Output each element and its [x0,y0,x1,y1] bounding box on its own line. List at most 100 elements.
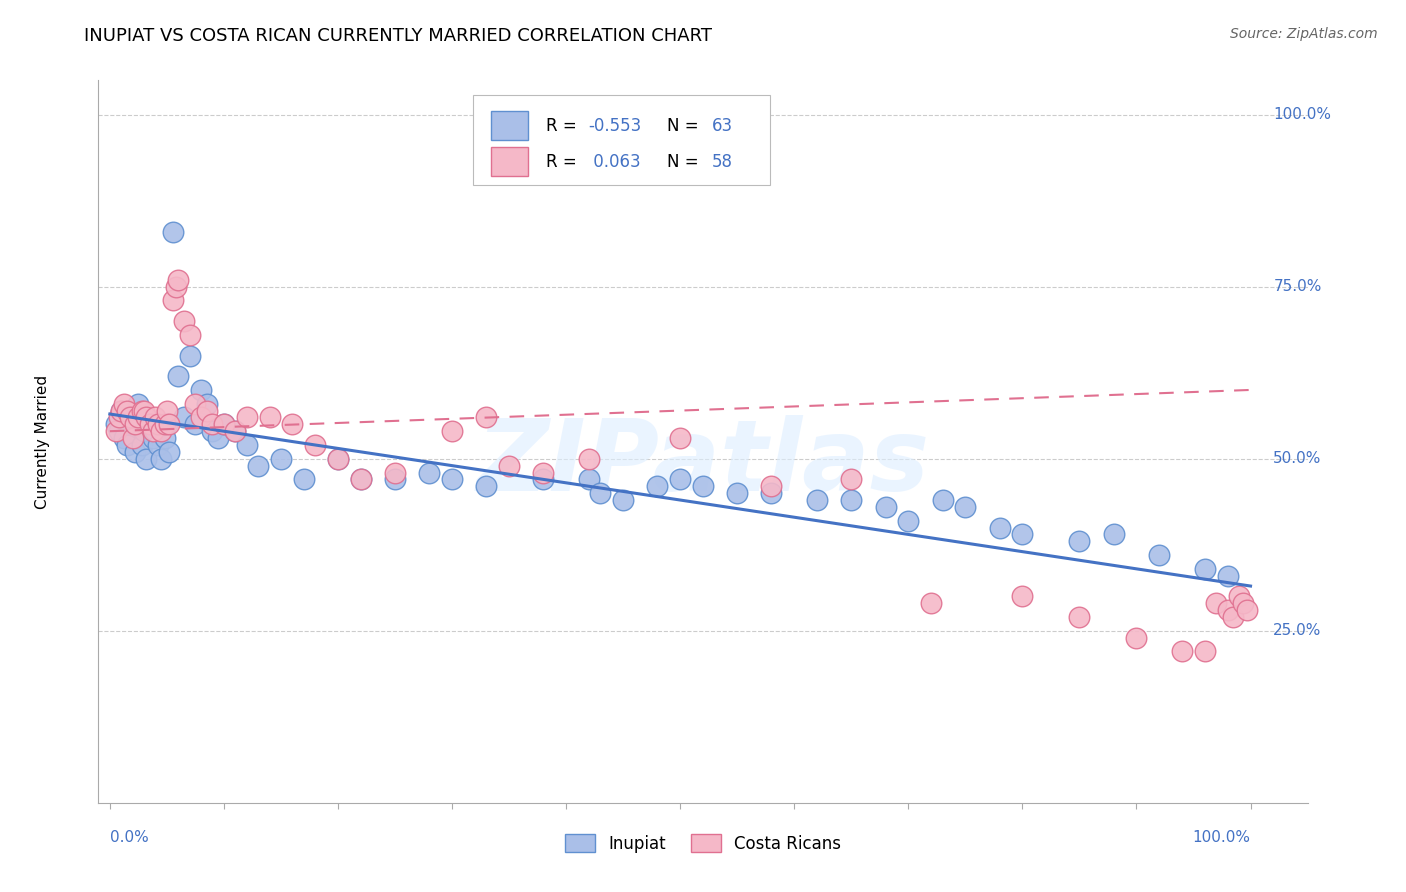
Point [875,500,897,514]
Text: Source: ZipAtlas.com: Source: ZipAtlas.com [1230,27,1378,41]
FancyBboxPatch shape [492,112,527,140]
Point [167,369,190,384]
Point [692,479,714,493]
Point [162,293,184,308]
Point [108,410,131,425]
Point [270,451,292,466]
Point [1216,568,1239,582]
Point [131,403,153,417]
Point [195,403,218,417]
Point [156,403,179,417]
Point [115,438,138,452]
Point [292,472,315,486]
Point [897,514,920,528]
Point [142,424,165,438]
Point [1011,527,1033,541]
Text: -0.553: -0.553 [588,117,641,135]
Point [190,410,212,425]
Point [110,403,132,417]
Point [384,472,406,486]
Point [104,417,127,432]
Point [195,397,218,411]
Point [184,397,207,411]
Point [1102,527,1125,541]
Point [124,417,146,432]
Point [115,403,138,417]
Point [146,417,169,432]
Point [531,472,554,486]
Text: ZIPatlas: ZIPatlas [477,415,929,512]
Point [647,479,669,493]
Point [1194,644,1216,658]
Point [142,431,165,445]
Point [612,493,634,508]
Point [212,417,235,432]
Point [153,417,176,432]
Point [135,451,157,466]
Point [165,279,187,293]
Point [120,410,142,425]
Point [127,410,149,425]
Point [145,424,167,438]
Point [157,417,180,432]
Point [179,327,201,342]
Point [173,314,195,328]
Point [259,410,281,425]
Text: 50.0%: 50.0% [1274,451,1322,467]
Point [127,397,149,411]
Legend: Inupiat, Costa Ricans: Inupiat, Costa Ricans [558,828,848,860]
Text: 75.0%: 75.0% [1274,279,1322,294]
Point [669,431,692,445]
Point [132,424,155,438]
Point [184,417,207,432]
Point [235,438,257,452]
Point [589,486,612,500]
Point [498,458,520,473]
Point [326,451,349,466]
Point [132,403,155,417]
Point [578,451,600,466]
Text: N =: N = [666,153,703,171]
Point [150,451,173,466]
Point [157,445,180,459]
Point [150,424,173,438]
Point [131,438,153,452]
Point [167,273,190,287]
Text: 63: 63 [711,117,733,135]
Text: 100.0%: 100.0% [1192,830,1250,846]
Point [1216,603,1239,617]
Point [1149,548,1171,562]
Point [1069,610,1091,624]
Point [121,431,143,445]
Point [224,424,246,438]
Point [418,466,440,480]
Point [156,417,179,432]
Point [124,445,146,459]
Point [806,493,828,508]
Point [350,472,373,486]
Text: INUPIAT VS COSTA RICAN CURRENTLY MARRIED CORRELATION CHART: INUPIAT VS COSTA RICAN CURRENTLY MARRIED… [84,27,713,45]
Point [475,479,498,493]
Point [988,520,1011,534]
Point [281,417,304,432]
Point [139,417,162,432]
Point [235,410,257,425]
Point [201,424,224,438]
Text: 58: 58 [711,153,733,171]
Point [1011,590,1033,604]
Point [162,225,184,239]
Point [839,493,862,508]
Text: Currently Married: Currently Married [35,375,51,508]
Point [1194,562,1216,576]
Point [135,410,157,425]
Point [179,349,201,363]
Point [761,486,783,500]
Point [304,438,326,452]
Text: 0.0%: 0.0% [110,830,149,846]
Text: 25.0%: 25.0% [1274,624,1322,639]
FancyBboxPatch shape [474,95,769,185]
Point [173,410,195,425]
Point [384,466,406,480]
Text: R =: R = [546,153,582,171]
Point [145,410,167,425]
